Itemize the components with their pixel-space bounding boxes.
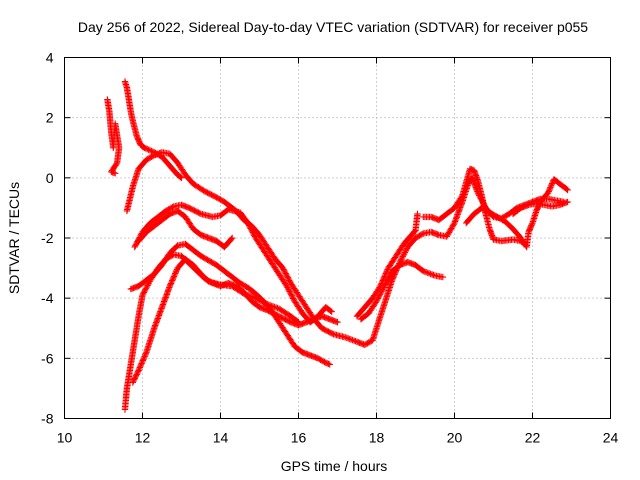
y-tick-label: 4 [46, 50, 54, 66]
x-axis-label: GPS time / hours [281, 458, 388, 474]
series-track-h [129, 255, 302, 386]
series-track-e [135, 207, 236, 251]
y-tick-label: -8 [41, 411, 54, 427]
series-track-j [357, 258, 446, 323]
data-series [104, 78, 571, 413]
series-markers [463, 176, 571, 251]
series-track-a [104, 96, 123, 177]
y-tick-label: -4 [41, 290, 54, 306]
x-tick-label: 20 [447, 430, 463, 446]
plot-frame [64, 57, 611, 419]
x-tick-label: 24 [603, 430, 619, 446]
series-markers [135, 207, 236, 251]
y-axis-label: SDTVAR / TECUs [6, 182, 22, 294]
series-track-m [509, 198, 571, 218]
grid [64, 57, 611, 419]
y-tick-label: -6 [41, 350, 54, 366]
x-tick-labels: 10 12 14 16 18 20 22 24 [57, 430, 619, 446]
x-tick-label: 16 [291, 430, 307, 446]
y-tick-label: -2 [41, 230, 54, 246]
x-tick-label: 14 [213, 430, 229, 446]
series-track-i [353, 210, 421, 320]
x-tick-label: 22 [525, 430, 541, 446]
series-markers [357, 258, 446, 323]
series-markers [509, 198, 571, 218]
series-track-b [121, 78, 185, 181]
series-markers [353, 210, 421, 320]
x-tick-label: 10 [57, 430, 73, 446]
chart-title: Day 256 of 2022, Sidereal Day-to-day VTE… [78, 19, 588, 35]
series-markers [104, 96, 123, 177]
x-tick-label: 12 [135, 430, 151, 446]
y-tick-labels: 4 2 0 -2 -4 -6 -8 [41, 50, 54, 427]
series-markers [129, 255, 302, 386]
y-tick-label: 0 [46, 170, 54, 186]
series-track-l [463, 176, 571, 251]
y-tick-label: 2 [46, 110, 54, 126]
x-tick-label: 18 [369, 430, 385, 446]
series-markers [121, 78, 185, 181]
